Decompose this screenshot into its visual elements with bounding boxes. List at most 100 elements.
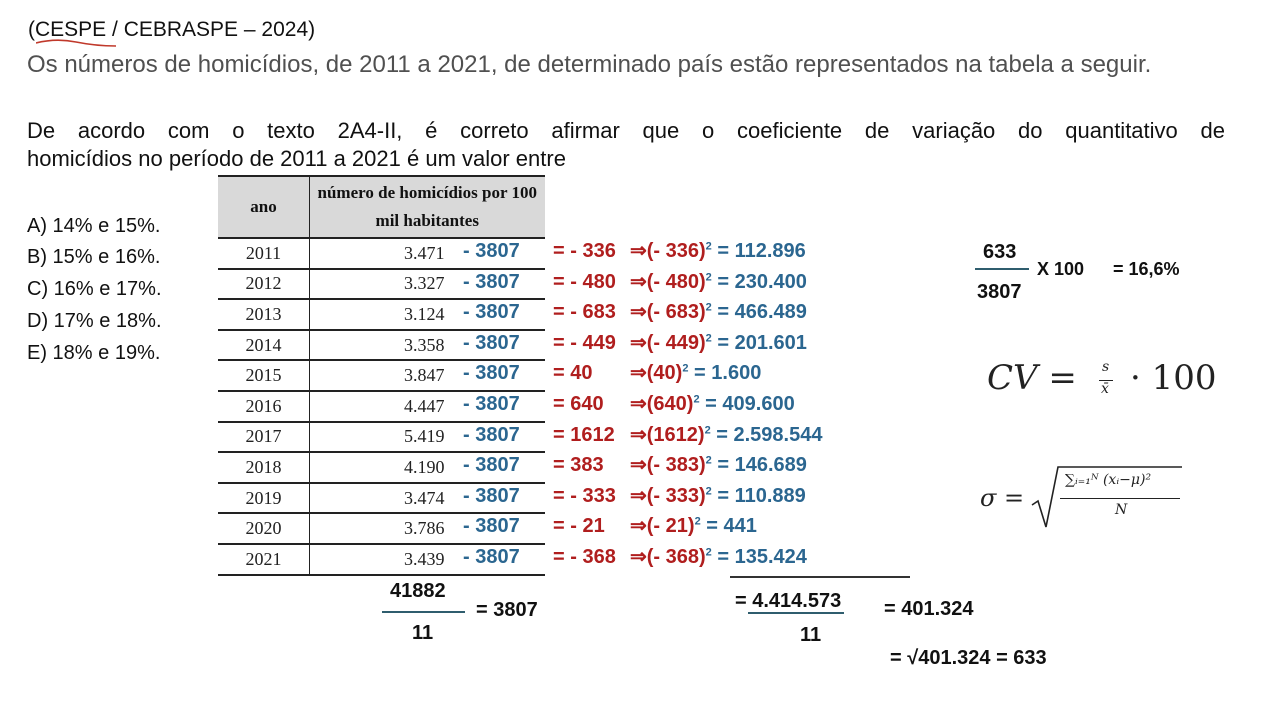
squared-base: (- 480) bbox=[646, 270, 706, 293]
value-cell: 4.447 bbox=[309, 390, 545, 423]
squared-base: (- 449) bbox=[646, 331, 706, 354]
cv-formula-den: x̄ bbox=[1101, 381, 1109, 397]
cv-formula-num: s bbox=[1102, 359, 1110, 375]
exponent: 2 bbox=[705, 546, 712, 559]
std-dev-result: = √401.324 = 633 bbox=[890, 647, 1047, 669]
deviation: = - 449 bbox=[553, 331, 616, 354]
squared-base: (- 683) bbox=[646, 301, 706, 324]
squared-expression: ⇒(- 333)2 = 110.889 bbox=[630, 483, 806, 508]
implies-icon: ⇒ bbox=[630, 515, 647, 538]
year-cell: 2012 bbox=[218, 268, 310, 301]
cv-numerator: 633 bbox=[983, 241, 1017, 263]
mean-numerator: 41882 bbox=[390, 580, 446, 602]
squared-result: = 230.400 bbox=[717, 270, 807, 293]
squared-result: = 466.489 bbox=[717, 301, 807, 324]
option-a: A) 14% e 15%. bbox=[27, 215, 161, 237]
implies-icon: ⇒ bbox=[630, 270, 647, 293]
option-b: B) 15% e 16%. bbox=[27, 246, 161, 268]
mean-subtraction: - 3807 bbox=[463, 484, 520, 507]
implies-icon: ⇒ bbox=[630, 454, 647, 477]
squared-base: (- 21) bbox=[646, 515, 695, 538]
year-cell: 2017 bbox=[218, 421, 310, 454]
squared-expression: ⇒(640)2 = 409.600 bbox=[630, 391, 795, 416]
squared-expression: ⇒(- 683)2 = 466.489 bbox=[630, 299, 807, 324]
squared-result: = 201.601 bbox=[717, 331, 807, 354]
exponent: 2 bbox=[705, 301, 712, 314]
variance-fraction-bar bbox=[748, 612, 844, 614]
value-cell: 5.419 bbox=[309, 421, 545, 454]
header-homicides-text: número de homicídios por 100 mil habitan… bbox=[317, 183, 537, 230]
squared-result: = 1.600 bbox=[694, 362, 762, 385]
sigma-formula-num: ∑ᵢ₌₁ᴺ (xᵢ−μ)² bbox=[1065, 472, 1152, 488]
sigma-formula-bar bbox=[1060, 498, 1180, 499]
value-cell: 3.471 bbox=[309, 238, 545, 270]
option-c: C) 16% e 17%. bbox=[27, 278, 162, 300]
statement-text: Os números de homicídios, de 2011 a 2021… bbox=[27, 51, 1152, 78]
squared-result: = 112.896 bbox=[717, 240, 806, 262]
mean-subtraction: - 3807 bbox=[463, 331, 520, 354]
exponent: 2 bbox=[682, 362, 689, 375]
mean-subtraction: - 3807 bbox=[463, 515, 520, 538]
implies-icon: ⇒ bbox=[630, 484, 647, 507]
squared-expression: ⇒(1612)2 = 2.598.544 bbox=[630, 422, 822, 447]
cv-formula-bar bbox=[1099, 380, 1113, 381]
value-cell: 3.124 bbox=[309, 299, 545, 331]
cv-result: = 16,6% bbox=[1113, 259, 1180, 279]
squared-result: = 441 bbox=[706, 515, 757, 538]
deviation: = 640 bbox=[553, 393, 604, 415]
variance-result: = 401.324 bbox=[884, 598, 974, 620]
squared-expression: ⇒(- 449)2 = 201.601 bbox=[630, 330, 807, 355]
value-cell: 4.190 bbox=[309, 452, 545, 484]
cv-formula-lhs: CV = bbox=[987, 358, 1077, 398]
deviation: = 40 bbox=[553, 362, 593, 385]
table-row: 2021 3.439 bbox=[218, 543, 545, 576]
value-cell: 3.786 bbox=[309, 513, 545, 545]
mean-fraction-bar bbox=[382, 611, 465, 613]
table-row: 2012 3.327 bbox=[218, 268, 545, 301]
exponent: 2 bbox=[705, 332, 712, 345]
mean-subtraction: - 3807 bbox=[463, 301, 520, 324]
squared-expression: ⇒(40)2 = 1.600 bbox=[630, 360, 761, 385]
option-e: E) 18% e 19%. bbox=[27, 342, 161, 364]
table-row: 2017 5.419 bbox=[218, 421, 545, 454]
squared-expression: ⇒(- 383)2 = 146.689 bbox=[630, 452, 807, 477]
variance-denominator: 11 bbox=[800, 624, 822, 646]
header-year: ano bbox=[218, 175, 310, 239]
squared-base: (- 368) bbox=[646, 546, 706, 568]
implies-icon: ⇒ bbox=[630, 331, 647, 354]
value-cell: 3.847 bbox=[309, 360, 545, 392]
implies-icon: ⇒ bbox=[630, 240, 647, 262]
mean-result: = 3807 bbox=[476, 599, 538, 621]
squared-result: = 2.598.544 bbox=[716, 423, 823, 446]
cv-fraction-bar bbox=[975, 268, 1029, 270]
table-row: 2018 4.190 bbox=[218, 452, 545, 484]
deviation: = - 480 bbox=[553, 270, 616, 293]
deviation: = - 368 bbox=[553, 546, 616, 568]
deviation: = - 333 bbox=[553, 484, 616, 507]
squared-base: (40) bbox=[646, 362, 683, 385]
squared-base: (640) bbox=[646, 393, 694, 415]
variance-numerator: = 4.414.573 bbox=[735, 590, 842, 612]
squared-base: (- 333) bbox=[646, 484, 706, 507]
implies-icon: ⇒ bbox=[630, 546, 647, 568]
spellcheck-underline bbox=[36, 39, 116, 47]
table-row: 2020 3.786 bbox=[218, 513, 545, 545]
exponent: 2 bbox=[693, 393, 700, 406]
cv-denominator: 3807 bbox=[977, 281, 1022, 303]
table-row: 2011 3.471 bbox=[218, 238, 545, 270]
mean-subtraction: - 3807 bbox=[463, 423, 520, 446]
mean-denominator: 11 bbox=[412, 622, 434, 644]
source-label: (CESPE / CEBRASPE – 2024) bbox=[28, 18, 316, 41]
sum-line bbox=[730, 576, 910, 578]
squared-base: (1612) bbox=[646, 423, 705, 446]
deviation: = - 683 bbox=[553, 301, 616, 324]
year-cell: 2020 bbox=[218, 513, 310, 545]
deviation: = 1612 bbox=[553, 423, 615, 446]
header-homicides: número de homicídios por 100 mil habitan… bbox=[309, 175, 545, 239]
mean-subtraction: - 3807 bbox=[463, 546, 520, 568]
squared-expression: ⇒(- 21)2 = 441 bbox=[630, 513, 757, 538]
cv-formula-rhs: · 100 bbox=[1130, 358, 1217, 398]
exponent: 2 bbox=[705, 485, 712, 498]
exponent: 2 bbox=[705, 454, 712, 467]
question-line-1: De acordo com o texto 2A4-II, é correto … bbox=[27, 118, 1225, 143]
